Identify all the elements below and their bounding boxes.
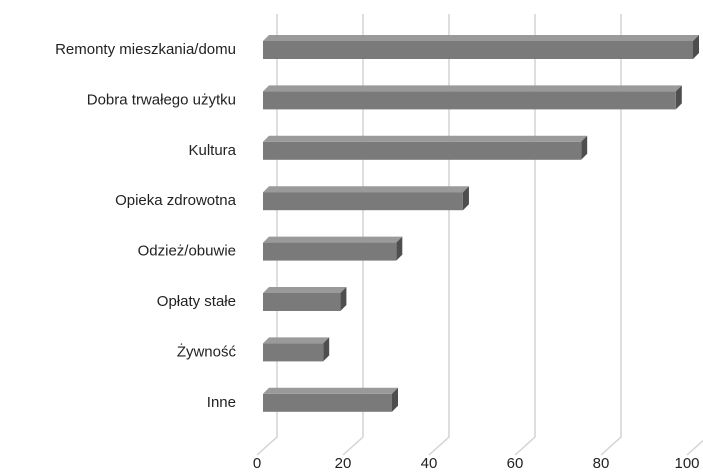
y-tick-label: Dobra trwałego użytku <box>87 91 236 108</box>
grid-line <box>514 14 536 456</box>
grid-line <box>600 14 622 456</box>
bar <box>263 343 324 362</box>
x-tick-label: 0 <box>253 455 261 472</box>
bar <box>263 393 392 412</box>
x-tick-label: 40 <box>421 455 438 472</box>
bar <box>263 91 676 110</box>
bar-top <box>263 35 699 41</box>
bar-side <box>693 35 699 59</box>
bar-side <box>581 135 588 160</box>
grid-line <box>428 14 450 456</box>
y-tick-label: Kultura <box>188 142 236 159</box>
bar-side <box>675 85 682 110</box>
bar-side <box>323 337 330 362</box>
bar-top <box>263 85 682 92</box>
y-tick-label: Remonty mieszkania/domu <box>55 41 236 58</box>
bar-side <box>462 186 469 211</box>
y-tick-label: Opłaty stałe <box>157 293 236 310</box>
bar-top <box>263 236 403 243</box>
y-tick-label: Żywność <box>177 342 237 360</box>
bar-top <box>263 186 469 193</box>
bar-side <box>340 287 347 311</box>
x-tick-label: 100 <box>674 455 699 472</box>
grid-line <box>686 439 703 456</box>
bar <box>263 242 397 261</box>
bar-side <box>392 387 398 412</box>
bar-side <box>396 236 403 261</box>
bar <box>263 141 582 160</box>
bar-top <box>263 135 588 142</box>
bar-top <box>263 287 347 293</box>
bar-top <box>263 387 398 394</box>
bar <box>263 41 693 59</box>
bar <box>263 192 463 211</box>
x-tick-label: 60 <box>507 455 524 472</box>
y-tick-label: Odzież/obuwie <box>138 243 236 260</box>
bar <box>263 293 341 311</box>
bar-top <box>263 337 330 344</box>
x-tick-label: 80 <box>593 455 610 472</box>
y-tick-label: Opieka zdrowotna <box>115 192 237 209</box>
x-tick-label: 20 <box>335 455 352 472</box>
y-tick-label: Inne <box>207 394 236 411</box>
